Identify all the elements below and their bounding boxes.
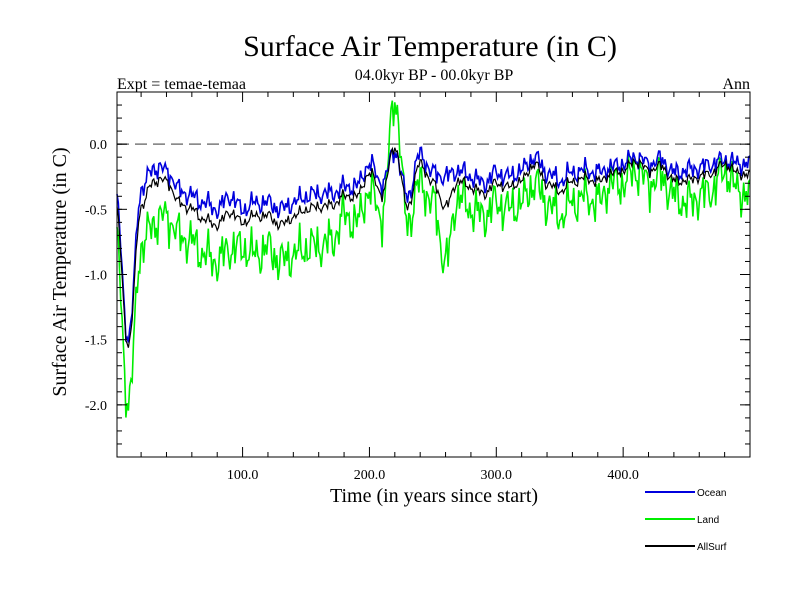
plot-area: 0.0 -0.5 -1.0 -1.5 -2.0 100.0 200.0 300.0 400.0 — [85, 91, 751, 483]
season-label: Ann — [722, 76, 750, 93]
x-tick-label: 300.0 — [481, 468, 513, 483]
legend-label-ocean: Ocean — [697, 488, 726, 499]
y-tick-label: -1.0 — [85, 269, 107, 284]
y-tick-label: -0.5 — [85, 203, 107, 218]
x-axis-ticks: 100.0 200.0 300.0 400.0 — [140, 92, 726, 483]
x-tick-label: 100.0 — [227, 468, 259, 483]
y-tick-label: -1.5 — [85, 334, 107, 349]
x-tick-label: 400.0 — [607, 468, 639, 483]
series-line-land — [116, 100, 751, 418]
legend-label-land: Land — [697, 515, 719, 526]
y-tick-label: -2.0 — [85, 399, 107, 414]
series-line-allsurf — [116, 146, 751, 348]
legend: Ocean Land AllSurf — [645, 488, 727, 553]
experiment-label: Expt = temae-temaa — [117, 76, 246, 93]
y-axis-label: Surface Air Temperature (in C) — [49, 147, 71, 396]
chart-subtitle: 04.0kyr BP - 00.0kyr BP — [355, 67, 514, 84]
y-axis-ticks: 0.0 -0.5 -1.0 -1.5 -2.0 — [85, 91, 750, 458]
x-axis-label: Time (in years since start) — [330, 485, 538, 507]
x-tick-label: 200.0 — [354, 468, 386, 483]
series-layer — [116, 100, 751, 418]
series-line-ocean — [116, 146, 751, 343]
legend-label-allsurf: AllSurf — [697, 542, 727, 553]
y-tick-label: 0.0 — [90, 138, 108, 153]
chart-title: Surface Air Temperature (in C) — [243, 30, 617, 63]
